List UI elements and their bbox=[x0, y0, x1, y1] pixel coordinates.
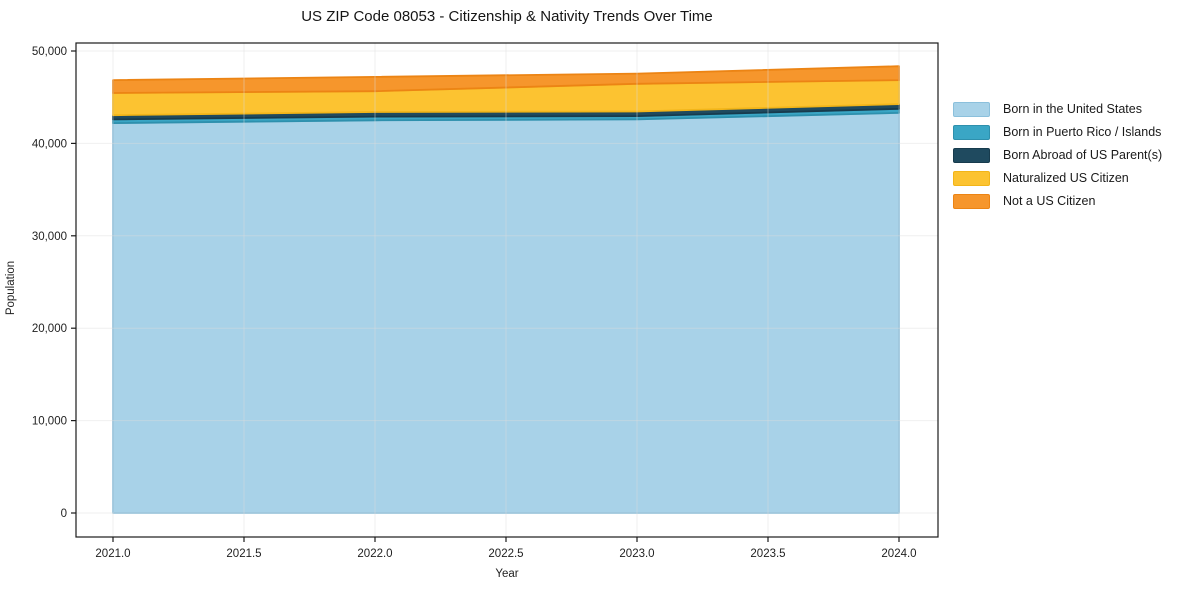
legend-item-0: Born in the United States bbox=[953, 102, 1162, 117]
y-tick-label-5: 50,000 bbox=[32, 46, 67, 58]
legend-swatch-0 bbox=[953, 102, 990, 117]
x-tick-label-4: 2023.0 bbox=[619, 548, 654, 560]
x-tick-label-3: 2022.5 bbox=[488, 548, 523, 560]
legend-item-3: Naturalized US Citizen bbox=[953, 171, 1162, 186]
x-tick-label-1: 2021.5 bbox=[226, 548, 261, 560]
y-axis-label: Population bbox=[5, 261, 17, 315]
legend-swatch-1 bbox=[953, 125, 990, 140]
y-tick-label-3: 30,000 bbox=[32, 231, 67, 243]
x-tick-label-5: 2023.5 bbox=[750, 548, 785, 560]
legend-label-1: Born in Puerto Rico / Islands bbox=[1003, 125, 1162, 139]
legend-swatch-4 bbox=[953, 194, 990, 209]
y-tick-label-0: 0 bbox=[61, 508, 67, 520]
legend-swatch-2 bbox=[953, 148, 990, 163]
legend-swatch-3 bbox=[953, 171, 990, 186]
legend-label-3: Naturalized US Citizen bbox=[1003, 171, 1129, 185]
x-tick-label-6: 2024.0 bbox=[881, 548, 916, 560]
y-tick-label-4: 40,000 bbox=[32, 138, 67, 150]
area-series-4 bbox=[112, 65, 900, 94]
legend: Born in the United States Born in Puerto … bbox=[953, 102, 1163, 209]
legend-label-4: Not a US Citizen bbox=[1003, 194, 1096, 208]
legend-item-2: Born Abroad of US Parent(s) bbox=[953, 148, 1163, 163]
x-tick-label-2: 2022.0 bbox=[357, 548, 392, 560]
y-tick-label-2: 20,000 bbox=[32, 323, 67, 335]
x-tick-label-0: 2021.0 bbox=[95, 548, 130, 560]
plot-border bbox=[75, 42, 939, 538]
legend-item-4: Not a US Citizen bbox=[953, 194, 1162, 209]
legend-label-0: Born in the United States bbox=[1003, 102, 1142, 116]
chart-title: US ZIP Code 08053 - Citizenship & Nativi… bbox=[301, 8, 713, 25]
y-tick-label-1: 10,000 bbox=[32, 416, 67, 428]
legend-label-2: Born Abroad of US Parent(s) bbox=[1003, 148, 1163, 162]
legend-item-1: Born in Puerto Rico / Islands bbox=[953, 125, 1162, 140]
x-axis-label: Year bbox=[495, 568, 518, 580]
